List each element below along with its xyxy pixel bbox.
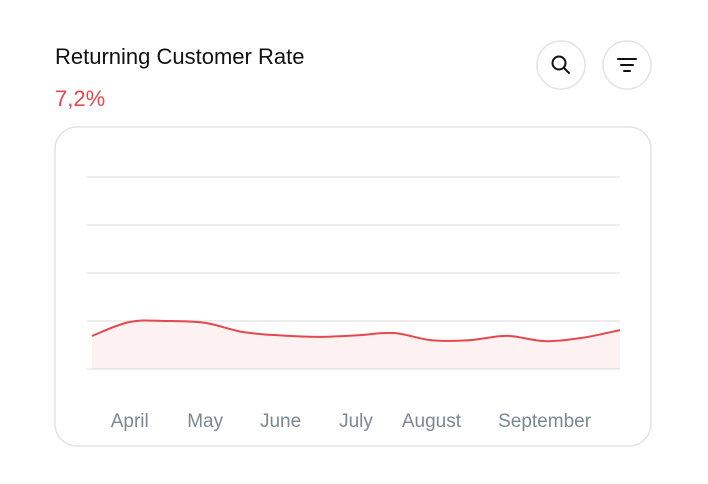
x-tick-label: September (498, 411, 592, 432)
chart-subtitle: 7,2% (55, 86, 105, 111)
x-tick-label: May (187, 411, 223, 432)
search-button[interactable] (536, 40, 586, 90)
chart-title: Returning Customer Rate (55, 44, 304, 69)
chart-card (54, 126, 652, 447)
x-tick-label: June (260, 411, 301, 432)
x-tick-label: April (111, 411, 149, 432)
area (92, 320, 620, 369)
x-tick-label: August (402, 411, 462, 432)
filter-button[interactable] (602, 40, 652, 90)
x-tick-label: July (339, 411, 373, 432)
line (91, 319, 621, 343)
